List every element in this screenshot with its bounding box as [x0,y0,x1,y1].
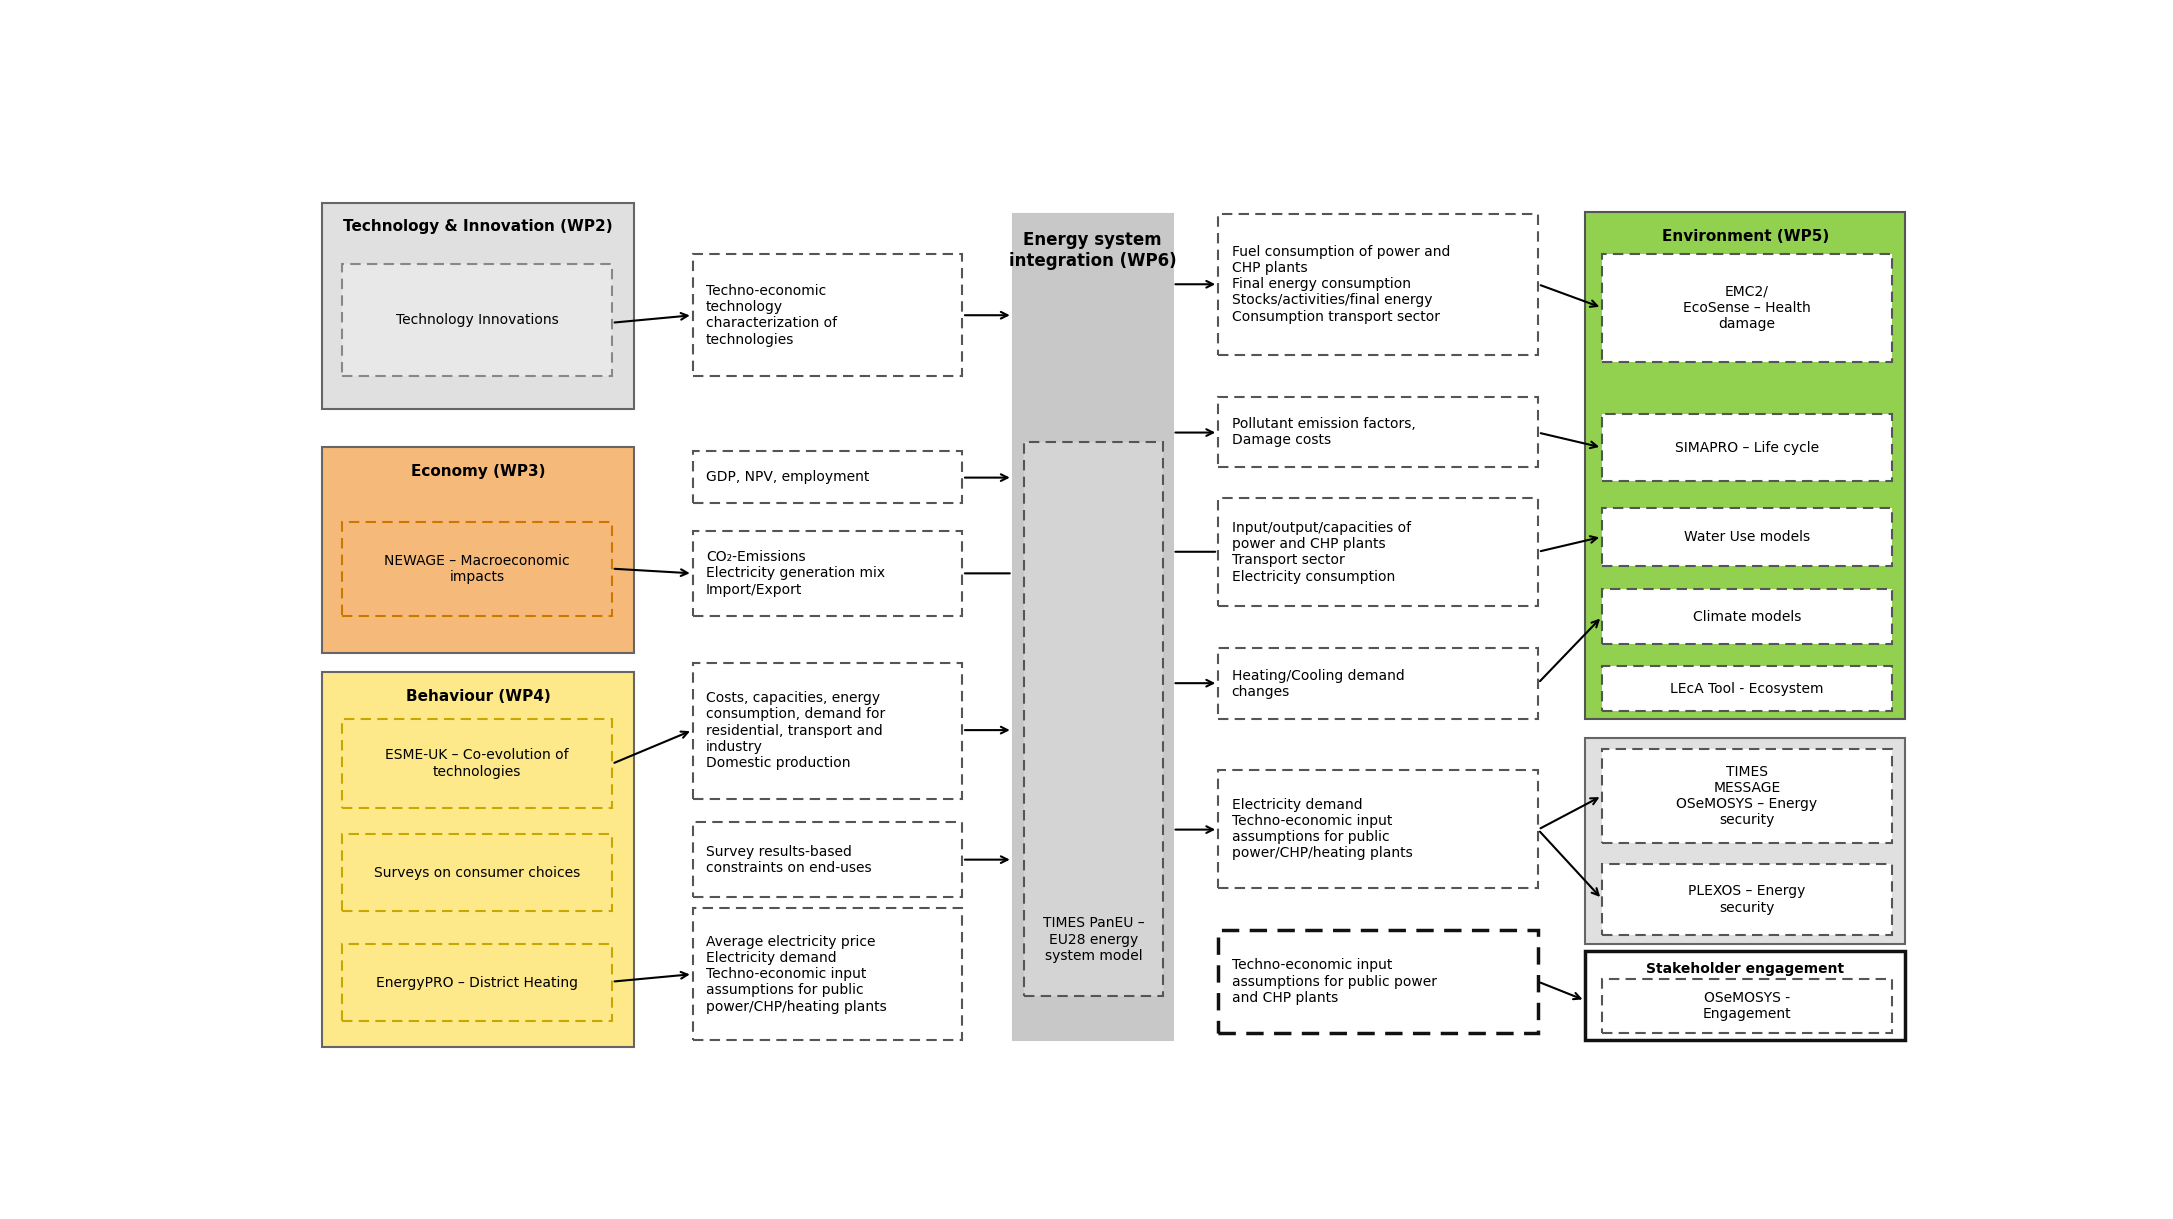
Text: PLEXOS – Energy
security: PLEXOS – Energy security [1688,885,1806,914]
FancyBboxPatch shape [322,202,635,410]
Text: SIMAPRO – Life cycle: SIMAPRO – Life cycle [1675,440,1819,455]
Text: Techno-economic input
assumptions for public power
and CHP plants: Techno-economic input assumptions for pu… [1232,958,1436,1004]
FancyBboxPatch shape [1602,748,1893,842]
FancyBboxPatch shape [1602,507,1893,566]
Text: LEcA Tool - Ecosystem: LEcA Tool - Ecosystem [1671,681,1823,696]
FancyBboxPatch shape [343,834,613,912]
Text: Climate models: Climate models [1693,610,1801,624]
Text: CO₂-Emissions
Electricity generation mix
Import/Export: CO₂-Emissions Electricity generation mix… [706,550,884,596]
Text: Average electricity price
Electricity demand
Techno-economic input
assumptions f: Average electricity price Electricity de… [706,935,887,1013]
FancyBboxPatch shape [1219,213,1538,355]
Text: TIMES
MESSAGE
OSeMOSYS – Energy
security: TIMES MESSAGE OSeMOSYS – Energy security [1675,764,1817,828]
FancyBboxPatch shape [343,719,613,808]
FancyBboxPatch shape [693,662,963,798]
FancyBboxPatch shape [1219,770,1538,887]
Text: Electricity demand
Techno-economic input
assumptions for public
power/CHP/heatin: Electricity demand Techno-economic input… [1232,797,1412,861]
FancyBboxPatch shape [1586,951,1906,1040]
FancyBboxPatch shape [1602,255,1893,362]
Text: Behaviour (WP4): Behaviour (WP4) [406,689,550,703]
FancyBboxPatch shape [1602,979,1893,1034]
Text: EnergyPRO – District Heating: EnergyPRO – District Heating [376,975,578,990]
Text: Technology Innovations: Technology Innovations [395,313,558,327]
FancyBboxPatch shape [693,822,963,897]
Text: ESME-UK – Co-evolution of
technologies: ESME-UK – Co-evolution of technologies [385,748,569,779]
Text: TIMES PanEU –
EU28 energy
system model: TIMES PanEU – EU28 energy system model [1043,917,1145,963]
Text: Costs, capacities, energy
consumption, demand for
residential, transport and
ind: Costs, capacities, energy consumption, d… [706,691,884,770]
Text: Pollutant emission factors,
Damage costs: Pollutant emission factors, Damage costs [1232,417,1415,447]
FancyBboxPatch shape [343,263,613,377]
FancyBboxPatch shape [1219,397,1538,467]
FancyBboxPatch shape [693,908,963,1040]
Text: NEWAGE – Macroeconomic
impacts: NEWAGE – Macroeconomic impacts [385,553,569,584]
FancyBboxPatch shape [1219,499,1538,606]
Text: Technology & Innovation (WP2): Technology & Innovation (WP2) [343,219,613,234]
FancyBboxPatch shape [693,531,963,616]
Text: Fuel consumption of power and
CHP plants
Final energy consumption
Stocks/activit: Fuel consumption of power and CHP plants… [1232,245,1449,324]
Text: Water Use models: Water Use models [1684,530,1810,544]
Text: Heating/Cooling demand
changes: Heating/Cooling demand changes [1232,668,1404,698]
Text: OSeMOSYS -
Engagement: OSeMOSYS - Engagement [1704,991,1791,1022]
FancyBboxPatch shape [1013,213,1173,1040]
Text: Input/output/capacities of
power and CHP plants
Transport sector
Electricity con: Input/output/capacities of power and CHP… [1232,521,1410,584]
FancyBboxPatch shape [322,672,635,1047]
FancyBboxPatch shape [1219,930,1538,1034]
FancyBboxPatch shape [1586,737,1906,944]
FancyBboxPatch shape [1602,589,1893,644]
FancyBboxPatch shape [343,522,613,616]
FancyBboxPatch shape [1602,413,1893,482]
FancyBboxPatch shape [322,446,635,653]
Text: Techno-economic
technology
characterization of
technologies: Techno-economic technology characterizat… [706,284,837,346]
Text: EMC2/
EcoSense – Health
damage: EMC2/ EcoSense – Health damage [1684,285,1810,332]
FancyBboxPatch shape [1586,212,1906,719]
FancyBboxPatch shape [1219,649,1538,719]
FancyBboxPatch shape [1023,442,1163,996]
FancyBboxPatch shape [693,451,963,503]
FancyBboxPatch shape [693,255,963,377]
Text: Energy system
integration (WP6): Energy system integration (WP6) [1008,230,1176,269]
Text: Economy (WP3): Economy (WP3) [411,463,545,479]
Text: Survey results-based
constraints on end-uses: Survey results-based constraints on end-… [706,845,871,875]
Text: GDP, NPV, employment: GDP, NPV, employment [706,471,869,484]
FancyBboxPatch shape [343,944,613,1022]
Text: Stakeholder engagement: Stakeholder engagement [1647,962,1845,976]
FancyBboxPatch shape [1602,864,1893,935]
FancyBboxPatch shape [1602,667,1893,712]
Text: Environment (WP5): Environment (WP5) [1662,229,1830,244]
Text: Surveys on consumer choices: Surveys on consumer choices [374,865,580,880]
